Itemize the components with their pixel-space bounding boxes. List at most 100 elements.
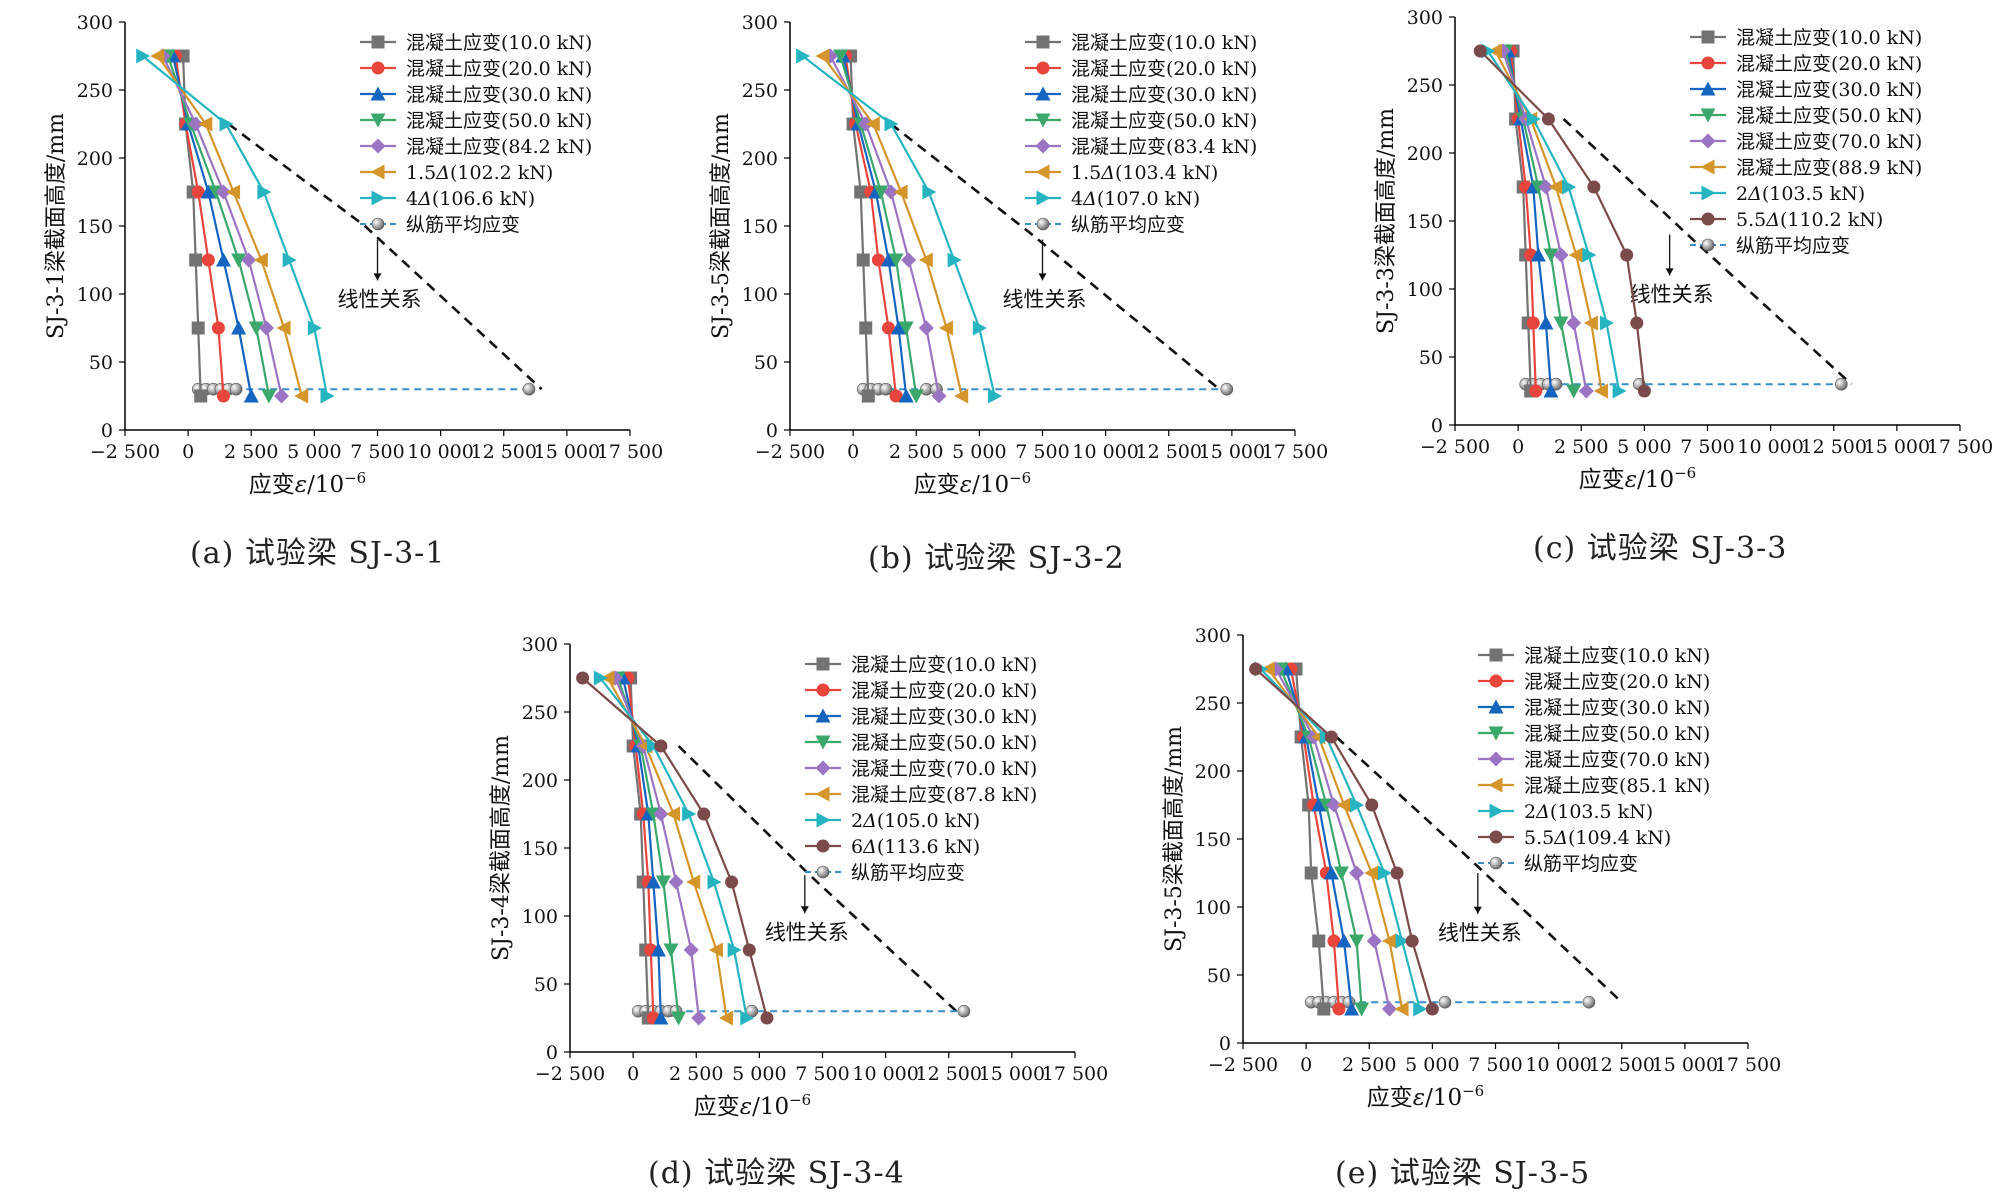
legend-label: 5.5Δ(109.4 kN) bbox=[1524, 827, 1671, 849]
y-tick-label: 50 bbox=[1207, 965, 1231, 987]
y-axis-label: SJ-3-5梁截面高度/mm bbox=[1162, 726, 1187, 952]
x-tick-label: 2 500 bbox=[1554, 436, 1608, 458]
series-marker-7 bbox=[725, 875, 739, 889]
legend-label: 混凝土应变(30.0 kN) bbox=[1071, 84, 1257, 106]
series-line-2 bbox=[621, 677, 662, 1019]
y-axis-label: SJ-3-3梁截面高度/mm bbox=[1374, 108, 1399, 334]
series-marker-6 bbox=[307, 320, 322, 336]
series-marker-7 bbox=[1324, 730, 1338, 744]
y-tick-label: 300 bbox=[742, 12, 778, 34]
legend-label: 混凝土应变(50.0 kN) bbox=[851, 732, 1037, 754]
y-tick-label: 150 bbox=[742, 216, 778, 238]
annotation-arrow-head bbox=[1038, 273, 1047, 281]
legend-marker bbox=[1035, 164, 1050, 180]
legend-marker bbox=[1700, 159, 1715, 175]
legend-marker bbox=[1036, 35, 1050, 49]
x-tick-label: 2 500 bbox=[669, 1063, 723, 1085]
y-tick-label: 300 bbox=[1407, 7, 1443, 29]
series-marker-1 bbox=[1332, 1002, 1346, 1016]
series-marker-1 bbox=[881, 321, 895, 335]
series-marker-2 bbox=[891, 320, 907, 335]
series-marker-0 bbox=[854, 185, 868, 199]
series-line-7 bbox=[581, 677, 769, 1019]
series-marker-5 bbox=[1548, 179, 1563, 195]
legend-marker bbox=[370, 86, 386, 101]
x-tick-label: 17 500 bbox=[1042, 1063, 1108, 1085]
series-marker-5 bbox=[686, 874, 701, 890]
legend-label: 混凝土应变(10.0 kN) bbox=[851, 654, 1037, 676]
legend-label: 混凝土应变(70.0 kN) bbox=[1736, 131, 1922, 153]
legend-marker bbox=[816, 683, 830, 697]
legend-label: 2Δ(103.5 kN) bbox=[1524, 801, 1653, 823]
series-marker-1 bbox=[1529, 384, 1543, 398]
rebar-strain-marker bbox=[1835, 377, 1848, 391]
x-tick-label: 10 000 bbox=[1737, 436, 1803, 458]
legend-marker bbox=[370, 113, 386, 128]
series-marker-1 bbox=[1327, 934, 1341, 948]
series-marker-6 bbox=[1612, 383, 1627, 399]
series-marker-5 bbox=[294, 388, 309, 404]
legend-label: 混凝土应变(50.0 kN) bbox=[1524, 723, 1710, 745]
legend-marker bbox=[1489, 830, 1503, 844]
y-tick-label: 200 bbox=[742, 148, 778, 170]
series-marker-0 bbox=[194, 389, 208, 403]
series-marker-3 bbox=[248, 321, 264, 336]
legend-marker bbox=[1488, 726, 1504, 741]
series-marker-4 bbox=[901, 252, 917, 268]
legend-label: 1.5Δ(102.2 kN) bbox=[406, 162, 553, 184]
legend-marker bbox=[1036, 61, 1050, 75]
series-marker-2 bbox=[880, 252, 896, 267]
y-axis-label: SJ-3-1梁截面高度/mm bbox=[44, 113, 69, 339]
legend-marker bbox=[815, 735, 831, 750]
chart-caption-c: (c) 试验梁 SJ-3-3 bbox=[1533, 531, 1788, 566]
linear-relation-line bbox=[227, 122, 543, 391]
series-marker-4 bbox=[1578, 383, 1594, 399]
series-marker-7 bbox=[1249, 662, 1263, 676]
x-tick-label: 17 500 bbox=[597, 441, 663, 463]
legend-marker bbox=[370, 138, 386, 154]
legend-label: 混凝土应变(50.0 kN) bbox=[406, 110, 592, 132]
series-marker-2 bbox=[1543, 383, 1559, 398]
series-marker-2 bbox=[1336, 933, 1352, 948]
legend-label: 混凝土应变(20.0 kN) bbox=[1524, 671, 1710, 693]
series-line-3 bbox=[616, 677, 680, 1019]
series-marker-4 bbox=[1366, 933, 1382, 949]
series-marker-6 bbox=[257, 184, 272, 200]
y-tick-label: 0 bbox=[101, 420, 113, 442]
series-marker-6 bbox=[646, 738, 661, 754]
series-line-5 bbox=[1267, 668, 1404, 1010]
series-marker-3 bbox=[663, 943, 679, 958]
series-marker-2 bbox=[1344, 1001, 1360, 1016]
series-marker-7 bbox=[1630, 316, 1644, 330]
x-tick-label: 12 500 bbox=[1801, 436, 1867, 458]
legend-label: 纵筋平均应变 bbox=[1736, 235, 1850, 257]
series-marker-4 bbox=[241, 252, 257, 268]
x-tick-label: 7 500 bbox=[1680, 436, 1734, 458]
series-marker-5 bbox=[1394, 1001, 1409, 1017]
legend-marker bbox=[1035, 138, 1051, 154]
series-marker-6 bbox=[593, 670, 608, 686]
x-tick-label: 7 500 bbox=[1015, 441, 1069, 463]
x-tick-label: 15 000 bbox=[1199, 441, 1265, 463]
legend-label: 混凝土应变(85.1 kN) bbox=[1524, 775, 1710, 797]
series-marker-4 bbox=[1538, 179, 1554, 195]
x-tick-label: 12 500 bbox=[916, 1063, 982, 1085]
series-marker-6 bbox=[972, 320, 987, 336]
series-marker-5 bbox=[150, 48, 165, 64]
y-tick-label: 150 bbox=[522, 838, 558, 860]
x-tick-label: 15 000 bbox=[534, 441, 600, 463]
series-line-3 bbox=[1279, 668, 1363, 1010]
y-tick-label: 200 bbox=[77, 148, 113, 170]
series-marker-4 bbox=[1553, 247, 1569, 263]
series-marker-7 bbox=[1365, 798, 1379, 812]
annotation-label: 线性关系 bbox=[1630, 282, 1714, 306]
y-tick-label: 250 bbox=[522, 702, 558, 724]
series-marker-6 bbox=[282, 252, 297, 268]
legend-marker bbox=[1701, 30, 1715, 44]
rebar-strain-marker bbox=[522, 382, 536, 396]
x-tick-label: 0 bbox=[627, 1063, 639, 1085]
series-line-7 bbox=[1479, 50, 1646, 392]
legend-marker bbox=[1489, 803, 1504, 819]
x-tick-label: 5 000 bbox=[952, 441, 1006, 463]
